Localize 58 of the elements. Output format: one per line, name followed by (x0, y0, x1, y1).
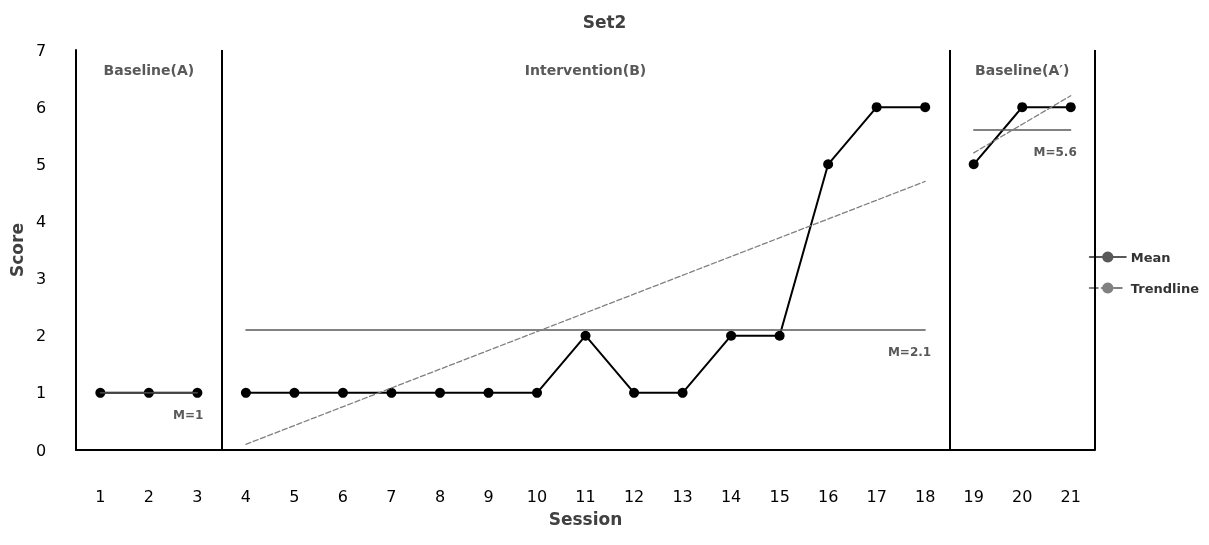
x-tick-label: 17 (866, 486, 887, 506)
x-tick-label: 10 (526, 486, 548, 506)
legend-label: Mean (1130, 249, 1171, 265)
point (726, 330, 737, 341)
y-tick-label: 1 (35, 383, 47, 403)
annotation: M=2.1 (887, 345, 932, 359)
y-tick-label: 2 (35, 326, 47, 346)
x-tick-label: 7 (386, 486, 397, 506)
annotation: Baseline(A′) (975, 62, 1070, 78)
y-tick-label: 0 (35, 440, 47, 460)
x-tick-label: 16 (817, 486, 839, 506)
x-tick-label: 15 (769, 486, 790, 506)
x-tick-label: 19 (963, 486, 984, 506)
annotation: Intervention(B) (524, 62, 647, 78)
x-tick-label: 9 (483, 486, 494, 506)
x-tick-label: 20 (1012, 486, 1033, 506)
annotation: M=5.6 (1033, 145, 1077, 159)
point (1065, 102, 1076, 113)
annotation: M=1 (173, 407, 204, 422)
point (386, 387, 397, 398)
x-tick-label: 5 (289, 486, 300, 506)
x-tick-label: 14 (720, 486, 742, 506)
point (920, 102, 931, 113)
x-tick-label: 12 (623, 486, 645, 506)
point (677, 387, 688, 398)
legend-label: Trendline (1130, 280, 1200, 296)
annotation: Baseline(A) (103, 62, 195, 78)
x-axis-title: Session (548, 508, 623, 529)
y-tick-label: 6 (35, 97, 47, 117)
x-tick-label: 2 (143, 486, 154, 506)
x-tick-label: 6 (337, 486, 349, 506)
point (968, 159, 979, 170)
y-tick-label: 3 (35, 269, 47, 289)
point (871, 102, 882, 113)
point (483, 387, 494, 398)
point (774, 330, 785, 341)
point (337, 387, 348, 398)
x-tick-label: 8 (434, 486, 446, 506)
x-tick-label: 13 (672, 486, 693, 506)
y-tick-label: 4 (35, 211, 47, 231)
point (1017, 102, 1028, 113)
x-tick-label: 3 (192, 486, 203, 506)
point (289, 387, 300, 398)
point (532, 387, 543, 398)
point (434, 387, 445, 398)
y-axis-title: Score (6, 223, 27, 277)
x-tick-label: 21 (1060, 486, 1081, 506)
x-tick-label: 18 (915, 486, 936, 506)
chart-title: Set2 (582, 11, 627, 32)
point (240, 387, 251, 398)
point (823, 159, 834, 170)
point (629, 387, 640, 398)
x-tick-label: 1 (95, 486, 106, 506)
x-tick-label: 4 (240, 486, 251, 506)
y-tick-label: 7 (35, 40, 47, 60)
y-tick-label: 5 (35, 154, 47, 174)
point (580, 330, 591, 341)
x-tick-label: 11 (575, 486, 596, 506)
